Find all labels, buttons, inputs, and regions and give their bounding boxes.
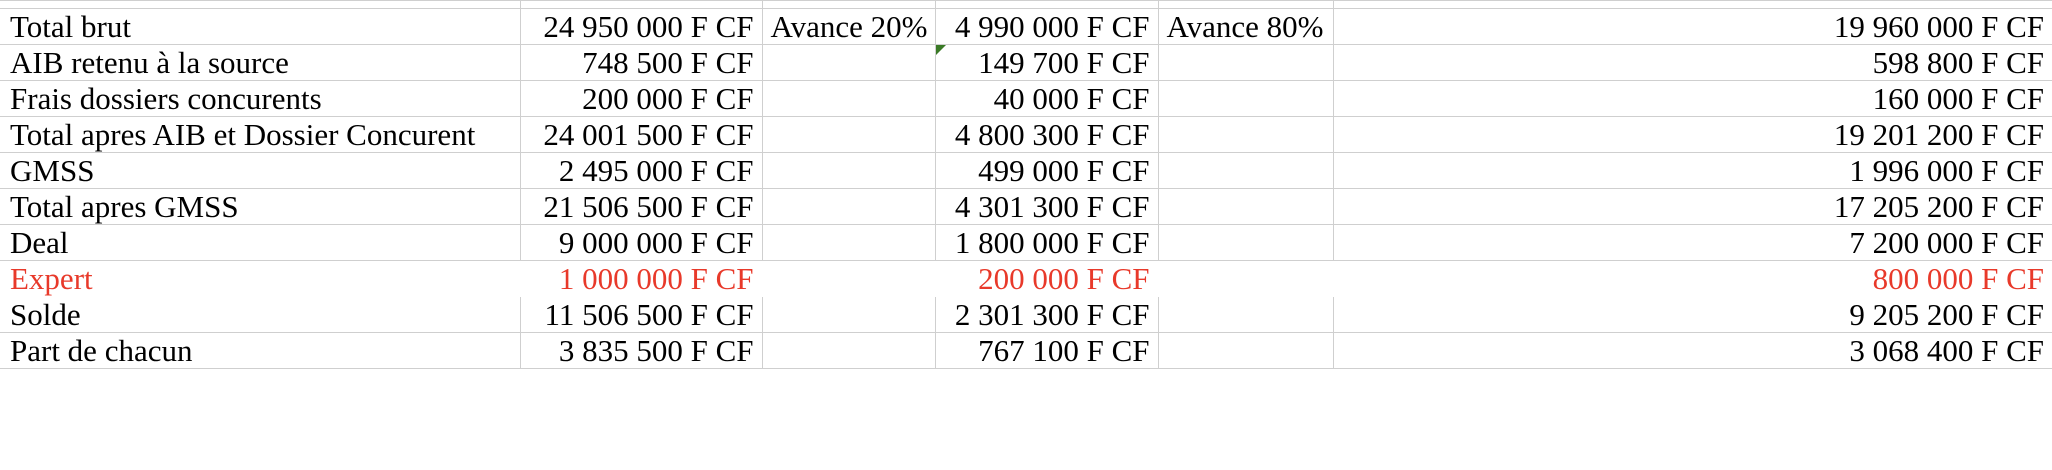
advance-20-label-cell[interactable] xyxy=(761,296,936,333)
advance-20-label-cell[interactable] xyxy=(761,224,936,261)
total-amount-cell[interactable]: 11 506 500 F CF xyxy=(519,296,763,333)
spacer-cell xyxy=(519,0,763,9)
advance-80-amount-cell[interactable]: 17 205 200 F CF xyxy=(1332,188,2052,225)
table-row: Total apres GMSS 21 506 500 F CF 4 301 300… xyxy=(0,188,2052,225)
table-row: GMSS 2 495 000 F CF 499 000 F CF 1 996 000 … xyxy=(0,152,2052,189)
advance-80-label-cell[interactable] xyxy=(1158,261,1333,297)
advance-20-amount-cell[interactable]: 4 301 300 F CF xyxy=(934,188,1159,225)
advance-80-label-cell[interactable] xyxy=(1157,152,1334,189)
advance-80-amount-cell[interactable]: 800 000 F CF xyxy=(1872,261,2044,296)
advance-20-label-cell[interactable]: Avance 20% xyxy=(761,8,936,45)
spacer-cell xyxy=(934,0,1159,9)
table-row: AIB retenu à la source 748 500 F CF 149 70… xyxy=(0,44,2052,81)
spacer-cell xyxy=(0,0,521,9)
budget-table: Total brut 24 950 000 F CF Avance 20% 4 990… xyxy=(0,0,2052,369)
total-amount-cell[interactable]: 21 506 500 F CF xyxy=(519,188,763,225)
row-label-cell[interactable]: Frais dossiers concurents xyxy=(0,80,521,117)
advance-80-amount-cell[interactable]: 598 800 F CF xyxy=(1332,44,2052,81)
table-row: Total brut 24 950 000 F CF Avance 20% 4 990… xyxy=(0,8,2052,45)
spacer-cell xyxy=(761,0,936,9)
total-amount-cell[interactable]: 748 500 F CF xyxy=(519,44,763,81)
advance-80-amount-cell[interactable]: 3 068 400 F CF xyxy=(1332,332,2052,369)
row-label-cell[interactable]: Deal xyxy=(0,224,521,261)
row-label-cell[interactable]: Total apres GMSS xyxy=(0,188,521,225)
advance-80-amount-cell[interactable]: 7 200 000 F CF xyxy=(1332,224,2052,261)
top-spacer-row xyxy=(0,0,2052,9)
advance-80-label-cell[interactable] xyxy=(1157,188,1334,225)
row-label-cell[interactable]: Total brut xyxy=(0,8,521,45)
advance-20-amount-cell[interactable]: 767 100 F CF xyxy=(934,332,1159,369)
advance-20-amount-cell[interactable]: 1 800 000 F CF xyxy=(934,224,1159,261)
total-amount-cell[interactable]: 24 001 500 F CF xyxy=(519,116,763,153)
row-label-cell[interactable]: Part de chacun xyxy=(0,332,521,369)
advance-80-amount-cell[interactable]: 9 205 200 F CF xyxy=(1332,296,2052,333)
row-label-cell[interactable]: GMSS xyxy=(0,152,521,189)
table-row: Frais dossiers concurents 200 000 F CF 40 … xyxy=(0,80,2052,117)
advance-80-label-cell[interactable]: Avance 80% xyxy=(1157,8,1334,45)
advance-80-amount-cell[interactable]: 1 996 000 F CF xyxy=(1332,152,2052,189)
table-row: Solde 11 506 500 F CF 2 301 300 F CF 9 205 … xyxy=(0,296,2052,333)
advance-20-amount-cell[interactable]: 200 000 F CF xyxy=(978,261,1150,296)
advance-20-label-cell[interactable] xyxy=(761,44,936,81)
advance-20-label-cell[interactable] xyxy=(761,188,936,225)
advance-20-label-cell[interactable] xyxy=(761,332,936,369)
advance-20-label-cell[interactable] xyxy=(761,152,936,189)
total-amount-cell[interactable]: 9 000 000 F CF xyxy=(519,224,763,261)
spacer-cell xyxy=(1332,0,2052,9)
advance-20-amount-cell[interactable]: 4 800 300 F CF xyxy=(934,116,1159,153)
table-row: Deal 9 000 000 F CF 1 800 000 F CF 7 200 00… xyxy=(0,224,2052,261)
row-label-cell[interactable]: Solde xyxy=(0,296,521,333)
row-label-cell[interactable]: Expert xyxy=(10,261,93,296)
advance-20-label-cell[interactable] xyxy=(761,80,936,117)
row-label-cell[interactable]: AIB retenu à la source xyxy=(0,44,521,81)
advance-20-amount-cell[interactable]: 149 700 F CF xyxy=(934,44,1159,81)
advance-80-amount-cell[interactable]: 19 201 200 F CF xyxy=(1332,116,2052,153)
cell-note-triangle-icon xyxy=(936,45,946,55)
table-row: Expert 1 000 000 F CF 200 000 F CF 800 000 … xyxy=(0,261,2052,297)
advance-80-label-cell[interactable] xyxy=(1157,44,1334,81)
advance-80-label-cell[interactable] xyxy=(1157,116,1334,153)
advance-20-label-cell[interactable] xyxy=(762,261,935,297)
total-amount-cell[interactable]: 2 495 000 F CF xyxy=(519,152,763,189)
spacer-cell xyxy=(1157,0,1334,9)
advance-20-amount-cell[interactable]: 4 990 000 F CF xyxy=(934,8,1159,45)
advance-80-label-cell[interactable] xyxy=(1157,332,1334,369)
total-amount-cell[interactable]: 200 000 F CF xyxy=(519,80,763,117)
advance-80-amount-cell[interactable]: 19 960 000 F CF xyxy=(1332,8,2052,45)
total-amount-cell[interactable]: 3 835 500 F CF xyxy=(519,332,763,369)
advance-20-amount-cell[interactable]: 499 000 F CF xyxy=(934,152,1159,189)
total-amount-cell[interactable]: 1 000 000 F CF xyxy=(558,261,754,296)
table-row: Part de chacun 3 835 500 F CF 767 100 F CF… xyxy=(0,332,2052,369)
advance-20-amount-cell[interactable]: 40 000 F CF xyxy=(934,80,1159,117)
advance-80-label-cell[interactable] xyxy=(1157,224,1334,261)
advance-80-amount-cell[interactable]: 160 000 F CF xyxy=(1332,80,2052,117)
row-label-cell[interactable]: Total apres AIB et Dossier Concurent xyxy=(0,116,521,153)
advance-20-label-cell[interactable] xyxy=(761,116,936,153)
total-amount-cell[interactable]: 24 950 000 F CF xyxy=(519,8,763,45)
advance-80-label-cell[interactable] xyxy=(1157,296,1334,333)
advance-20-amount-cell[interactable]: 2 301 300 F CF xyxy=(934,296,1159,333)
advance-80-label-cell[interactable] xyxy=(1157,80,1334,117)
table-row: Total apres AIB et Dossier Concurent 24 0… xyxy=(0,116,2052,153)
